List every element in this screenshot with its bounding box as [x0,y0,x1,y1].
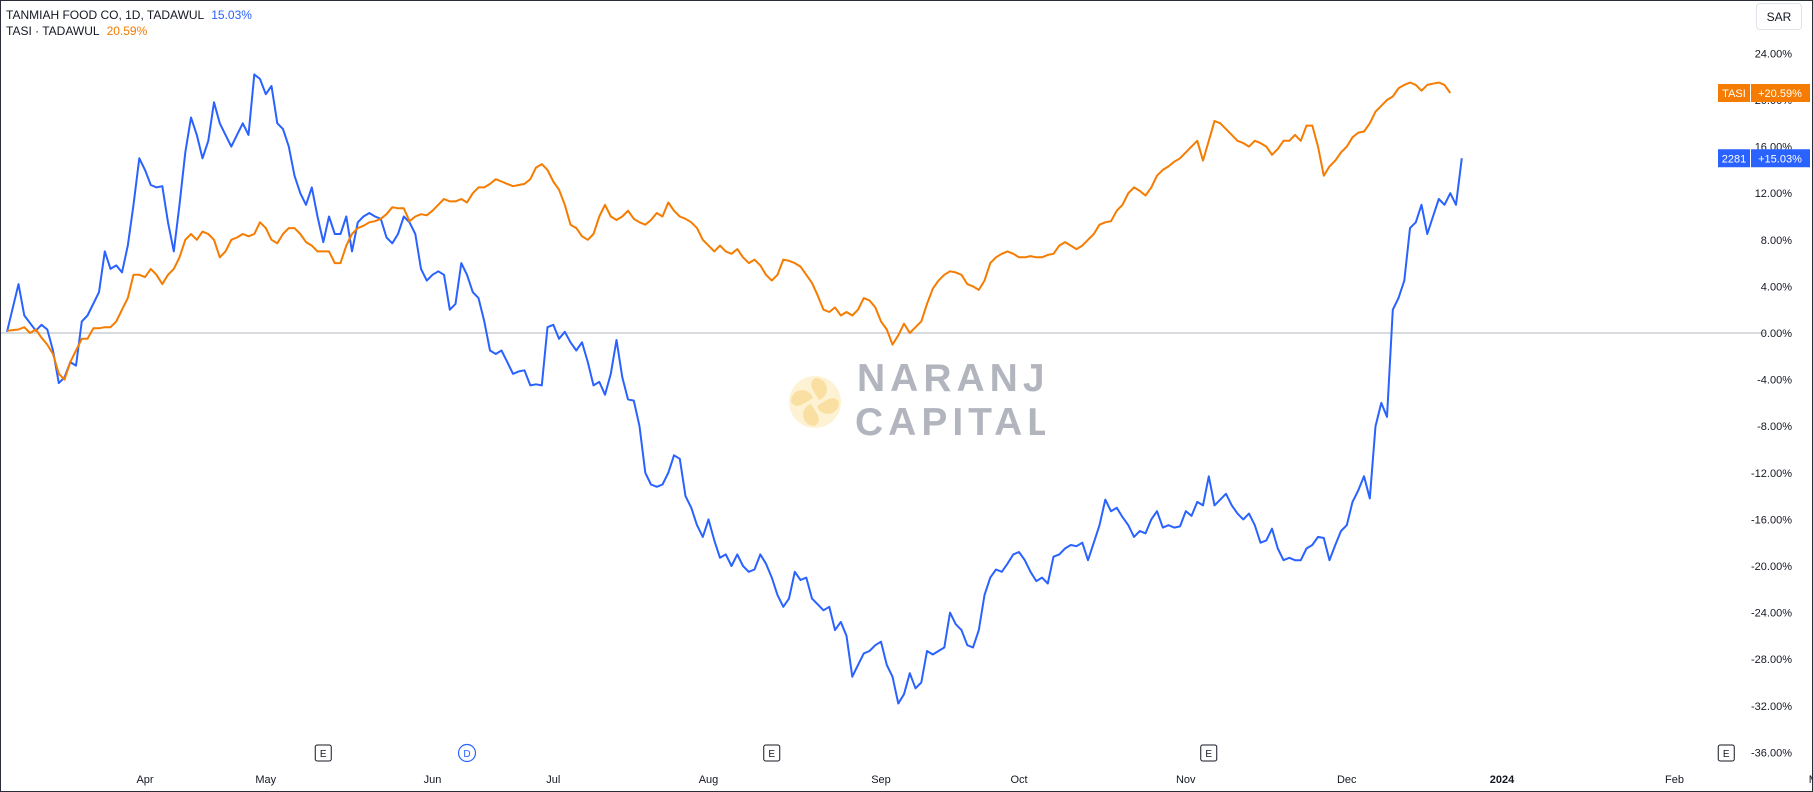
event-marker-earnings[interactable]: E [1717,744,1735,762]
x-tick-label: Sep [871,774,891,786]
y-tick-label: -8.00% [1757,421,1792,433]
y-tick-label: -16.00% [1751,514,1792,526]
event-marker-label: E [768,749,775,760]
event-marker-label: E [1723,749,1730,760]
price-label-primary-value: +15.03% [1758,153,1802,165]
y-tick-label: -32.00% [1751,701,1792,713]
series-line-compare [6,81,1452,381]
price-label-compare-value: +20.59% [1758,88,1802,100]
event-marker-label: D [463,749,470,760]
watermark-line1: NARANJ [857,357,1045,400]
event-marker-box [763,744,781,762]
x-tick-label: Apr [136,774,153,786]
price-label-primary-ticker-box [1718,149,1750,168]
x-tick-label: Aug [699,774,719,786]
x-tick-label: May [255,774,276,786]
legend-compare-value: 20.59% [106,24,148,38]
y-tick-label: 8.00% [1761,235,1792,247]
y-tick-label: -20.00% [1751,561,1792,573]
watermark-logo [789,376,841,428]
currency-button[interactable]: SAR [1756,3,1802,30]
price-label-compare-value-box [1751,84,1810,103]
event-marker-earnings[interactable]: E [1200,744,1218,762]
watermark-line2: CAPITAL [855,401,1045,437]
price-label-compare-ticker: TASI [1722,88,1746,100]
watermark: NARANJ CAPITAL [789,357,1045,437]
event-marker-dividend[interactable]: D [457,743,477,763]
event-marker-earnings[interactable]: E [314,744,332,762]
legend: TANMIAH FOOD CO, 1D, TADAWUL 15.03% TASI… [6,7,252,39]
legend-row-primary[interactable]: TANMIAH FOOD CO, 1D, TADAWUL 15.03% [6,7,252,23]
y-tick-label: 4.00% [1761,281,1792,293]
event-marker-earnings[interactable]: E [763,744,781,762]
legend-primary-value: 15.03% [211,8,252,22]
y-tick-label: -28.00% [1751,654,1792,666]
y-tick-label: -24.00% [1751,608,1792,620]
y-tick-label: 24.00% [1755,48,1793,60]
price-label-primary-ticker: 2281 [1722,153,1746,165]
legend-primary-name: TANMIAH FOOD CO, 1D, TADAWUL [6,8,205,22]
price-label-primary-value-box [1751,149,1810,168]
price-label-compare[interactable]: TASI +20.59% [1718,84,1810,103]
event-marker-box [314,744,332,762]
x-tick-label: Jun [424,774,442,786]
series-line-primary [6,73,1463,705]
event-marker-label: E [320,749,327,760]
x-tick-label: Jul [546,774,560,786]
price-label-compare-ticker-box [1718,84,1750,103]
y-tick-label: -12.00% [1751,468,1792,480]
event-marker-box [1717,744,1735,762]
x-tick-label: Feb [1665,774,1684,786]
event-marker-circle [457,743,477,763]
y-tick-label: -36.00% [1751,747,1792,759]
x-tick-label: 2024 [1490,774,1515,786]
event-marker-box [1200,744,1218,762]
x-tick-label: Dec [1337,774,1357,786]
y-tick-label: 0.00% [1761,328,1792,340]
y-tick-label: 12.00% [1755,188,1793,200]
x-tick-label: Mar [1809,774,1813,786]
legend-row-compare[interactable]: TASI · TADAWUL 20.59% [6,23,252,39]
price-label-primary[interactable]: 2281 +15.03% [1718,149,1810,168]
x-tick-label: Nov [1176,774,1196,786]
event-marker-label: E [1205,749,1212,760]
x-tick-label: Oct [1010,774,1027,786]
y-tick-label: -4.00% [1757,375,1792,387]
legend-compare-name: TASI · TADAWUL [6,24,100,38]
